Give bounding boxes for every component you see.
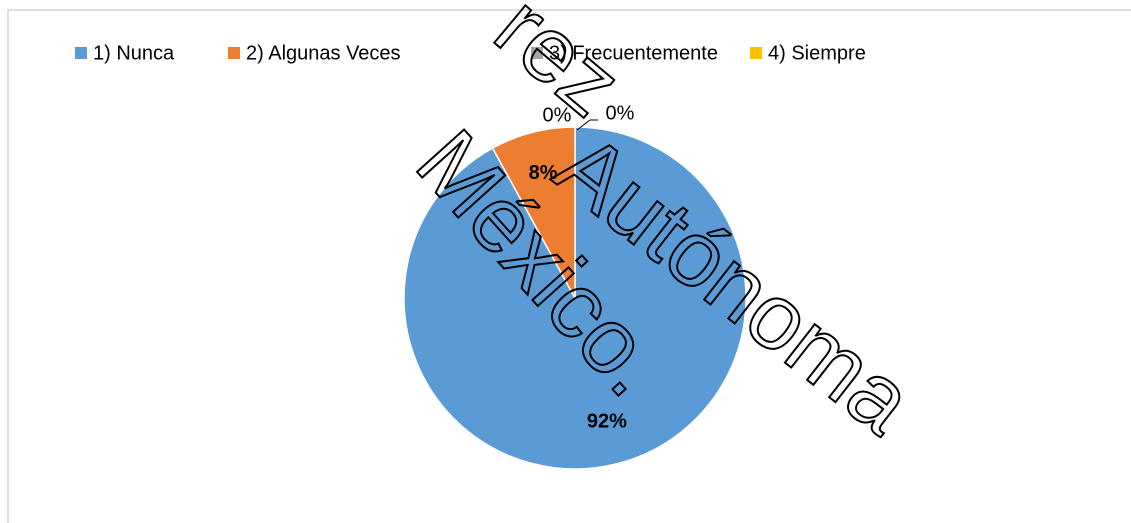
value-label: 92%	[587, 411, 627, 433]
value-label: 8%	[529, 162, 558, 184]
pie-slice	[403, 126, 747, 470]
legend-label: 3) Frecuentemente	[549, 42, 718, 64]
pie	[403, 126, 747, 470]
legend: 1) Nunca 2) Algunas Veces 3) Frecuentement…	[75, 42, 866, 64]
legend-swatch	[228, 47, 240, 59]
value-label: 0%	[606, 102, 635, 124]
legend-label: 1) Nunca	[93, 42, 175, 64]
legend-swatch	[750, 47, 762, 59]
legend-swatch	[75, 47, 87, 59]
value-labels: 92% 8% 0% 0%	[529, 102, 635, 432]
legend-swatch	[531, 47, 543, 59]
pie-slice	[491, 126, 576, 299]
legend-label: 2) Algunas Veces	[246, 42, 401, 64]
value-label: 0%	[543, 104, 572, 126]
leader-line	[576, 119, 591, 131]
legend-label: 4) Siempre	[768, 42, 866, 64]
